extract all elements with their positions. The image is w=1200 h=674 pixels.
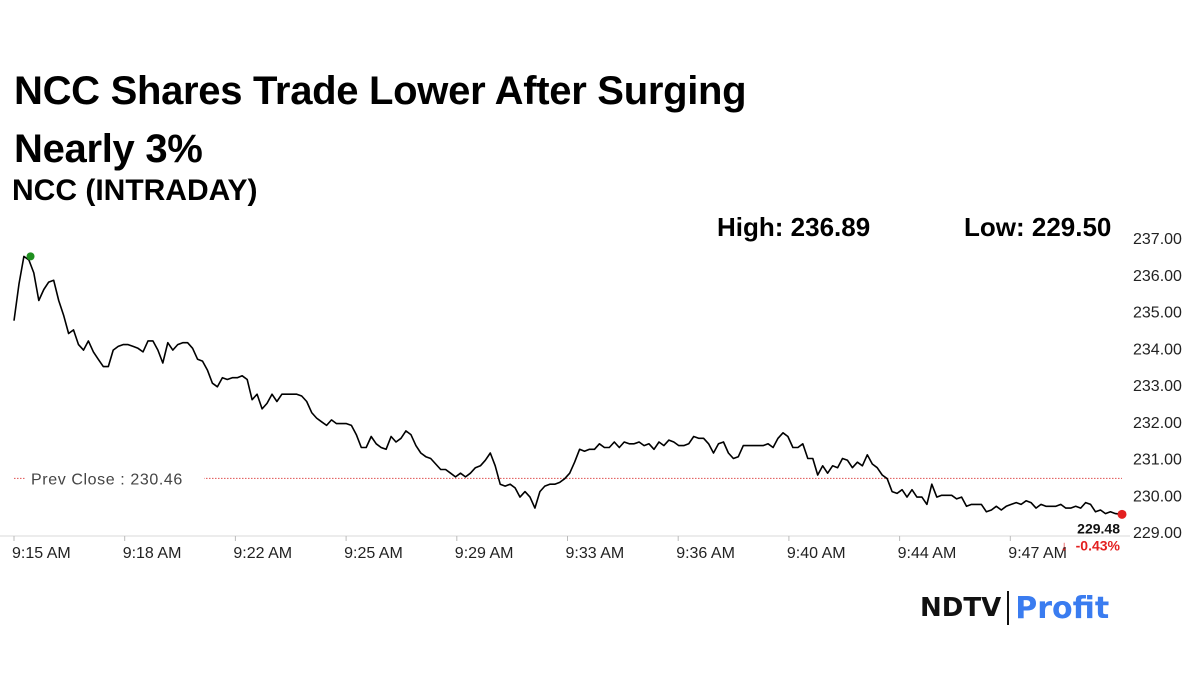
headline: NCC Shares Trade Lower After Surging Nea… bbox=[14, 69, 747, 171]
y-tick-label: 232.00 bbox=[1133, 415, 1182, 432]
y-tick-label: 235.00 bbox=[1133, 305, 1182, 322]
x-tick-label: 9:33 AM bbox=[566, 545, 625, 562]
low-stat: Low: 229.50 bbox=[964, 212, 1112, 242]
y-tick-label: 231.00 bbox=[1133, 452, 1182, 469]
x-tick-label: 9:15 AM bbox=[12, 545, 71, 562]
down-arrow-icon: ↓ bbox=[1061, 537, 1068, 553]
x-tick-label: 9:22 AM bbox=[233, 545, 292, 562]
logo-divider bbox=[1007, 591, 1010, 625]
change-percent: -0.43% bbox=[1076, 537, 1121, 553]
prev-close-label: Prev Close : 230.46 bbox=[31, 471, 183, 488]
price-series-line bbox=[13, 255, 1123, 516]
x-tick-label: 9:29 AM bbox=[455, 545, 514, 562]
prev-close-reference: Prev Close : 230.46 bbox=[14, 469, 1122, 488]
x-axis-ticks: 9:15 AM 9:18 AM 9:22 AM 9:25 AM 9:29 AM 9:33 … bbox=[12, 536, 1067, 562]
y-tick-label: 230.00 bbox=[1133, 488, 1182, 505]
y-tick-label: 234.00 bbox=[1133, 341, 1182, 358]
change-label: ↓ -0.43% bbox=[1061, 537, 1121, 553]
high-point-marker bbox=[26, 252, 35, 261]
y-tick-label: 233.00 bbox=[1133, 378, 1182, 395]
x-tick-label: 9:40 AM bbox=[787, 545, 846, 562]
x-tick-label: 9:44 AM bbox=[898, 545, 957, 562]
x-tick-label: 9:36 AM bbox=[676, 545, 735, 562]
logo-ndtv-text: NDTV bbox=[920, 593, 1002, 623]
prev-close-label-bg bbox=[26, 469, 204, 488]
y-axis-ticks: 237.00 236.00 235.00 234.00 233.00 232.00 231.… bbox=[1133, 231, 1182, 542]
last-point-marker bbox=[1117, 509, 1127, 519]
logo-profit-text: Profit bbox=[1015, 590, 1110, 626]
high-stat: High: 236.89 bbox=[717, 212, 871, 242]
x-tick-label: 9:18 AM bbox=[123, 545, 182, 562]
x-tick-label: 9:25 AM bbox=[344, 545, 403, 562]
y-tick-label: 237.00 bbox=[1133, 231, 1182, 248]
last-value-label: 229.48 bbox=[1077, 520, 1120, 536]
y-tick-label: 229.00 bbox=[1133, 525, 1182, 542]
ndtv-profit-logo: NDTV Profit bbox=[920, 588, 1109, 628]
chart-title: NCC (INTRADAY) bbox=[12, 174, 258, 207]
y-tick-label: 236.00 bbox=[1133, 268, 1182, 285]
x-tick-label: 9:47 AM bbox=[1008, 545, 1067, 562]
